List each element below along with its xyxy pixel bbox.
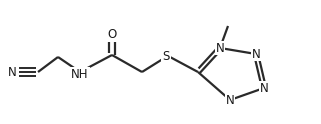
Text: N: N: [216, 42, 224, 55]
Text: N: N: [8, 65, 16, 78]
Text: O: O: [108, 29, 117, 42]
Text: N: N: [252, 47, 260, 61]
Text: N: N: [260, 81, 268, 94]
Text: N: N: [226, 93, 234, 107]
Text: NH: NH: [71, 67, 89, 80]
Text: S: S: [162, 50, 170, 63]
